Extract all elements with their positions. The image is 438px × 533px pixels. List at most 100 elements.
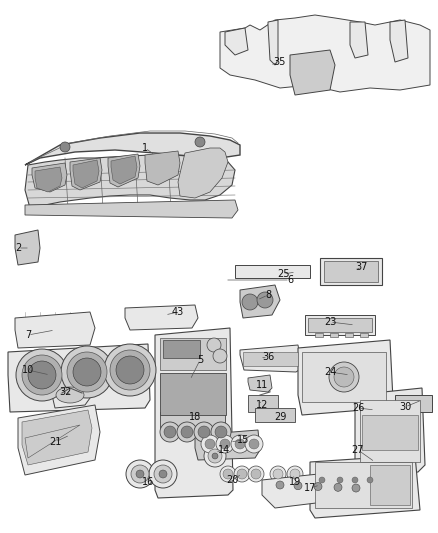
Polygon shape (248, 375, 272, 392)
Polygon shape (32, 163, 67, 192)
Polygon shape (262, 468, 382, 508)
Polygon shape (125, 305, 198, 330)
Text: 2: 2 (15, 243, 21, 253)
Circle shape (154, 465, 172, 483)
Circle shape (329, 362, 359, 392)
Polygon shape (240, 345, 302, 372)
Polygon shape (248, 395, 278, 412)
Text: 37: 37 (356, 262, 368, 272)
Circle shape (273, 469, 283, 479)
Text: 27: 27 (352, 445, 364, 455)
Circle shape (204, 445, 226, 467)
Text: 15: 15 (237, 435, 249, 445)
Text: 23: 23 (324, 317, 336, 327)
Polygon shape (395, 395, 432, 412)
Text: 19: 19 (289, 477, 301, 487)
Polygon shape (73, 160, 99, 188)
Polygon shape (345, 333, 353, 337)
Circle shape (208, 449, 222, 463)
Circle shape (334, 367, 354, 387)
Text: 36: 36 (262, 352, 274, 362)
Polygon shape (25, 133, 240, 165)
Circle shape (149, 460, 177, 488)
Circle shape (212, 453, 218, 459)
Circle shape (164, 426, 176, 438)
Circle shape (231, 435, 249, 453)
Circle shape (207, 338, 221, 352)
Text: 21: 21 (49, 437, 61, 447)
Circle shape (367, 477, 373, 483)
Polygon shape (305, 315, 375, 335)
Polygon shape (315, 333, 323, 337)
Polygon shape (360, 400, 420, 462)
Text: 10: 10 (22, 365, 34, 375)
Circle shape (201, 435, 219, 453)
Polygon shape (240, 285, 280, 318)
Polygon shape (320, 258, 382, 285)
Circle shape (237, 469, 247, 479)
Polygon shape (15, 312, 95, 348)
Circle shape (352, 484, 360, 492)
Polygon shape (310, 455, 420, 518)
Text: 17: 17 (304, 483, 316, 493)
Circle shape (215, 426, 227, 438)
Polygon shape (324, 261, 378, 282)
Ellipse shape (56, 387, 84, 403)
Polygon shape (160, 373, 226, 415)
Polygon shape (360, 333, 368, 337)
Circle shape (242, 294, 258, 310)
Circle shape (337, 477, 343, 483)
Circle shape (223, 469, 233, 479)
Polygon shape (243, 352, 298, 366)
Circle shape (110, 350, 150, 390)
Polygon shape (235, 265, 310, 278)
Text: 11: 11 (256, 380, 268, 390)
Polygon shape (25, 200, 238, 218)
Polygon shape (390, 20, 408, 62)
Circle shape (195, 137, 205, 147)
Circle shape (73, 358, 101, 386)
Text: 1: 1 (142, 143, 148, 153)
Circle shape (181, 426, 193, 438)
Polygon shape (25, 155, 235, 208)
Polygon shape (330, 333, 338, 337)
Circle shape (220, 439, 230, 449)
Text: 16: 16 (142, 477, 154, 487)
Circle shape (194, 422, 214, 442)
Circle shape (136, 470, 144, 478)
Circle shape (67, 352, 107, 392)
Polygon shape (8, 344, 150, 412)
Text: 12: 12 (256, 400, 268, 410)
Circle shape (159, 470, 167, 478)
Text: 35: 35 (274, 57, 286, 67)
Circle shape (205, 439, 215, 449)
Polygon shape (25, 425, 80, 458)
Polygon shape (195, 430, 260, 460)
Circle shape (126, 460, 154, 488)
Circle shape (249, 439, 259, 449)
Circle shape (211, 422, 231, 442)
Circle shape (276, 481, 284, 489)
Circle shape (216, 435, 234, 453)
Polygon shape (268, 20, 278, 65)
Polygon shape (70, 158, 102, 190)
Circle shape (294, 482, 302, 490)
Circle shape (28, 361, 56, 389)
Circle shape (116, 356, 144, 384)
Polygon shape (298, 340, 393, 415)
Circle shape (334, 483, 342, 491)
Polygon shape (155, 328, 233, 498)
Polygon shape (370, 465, 410, 505)
Text: 6: 6 (287, 275, 293, 285)
Circle shape (287, 466, 303, 482)
Polygon shape (22, 410, 92, 465)
Polygon shape (160, 338, 226, 370)
Text: 20: 20 (226, 475, 238, 485)
Text: 29: 29 (274, 412, 286, 422)
Polygon shape (52, 382, 90, 408)
Circle shape (60, 142, 70, 152)
Circle shape (160, 422, 180, 442)
Circle shape (319, 477, 325, 483)
Polygon shape (350, 22, 368, 58)
Text: 14: 14 (218, 445, 230, 455)
